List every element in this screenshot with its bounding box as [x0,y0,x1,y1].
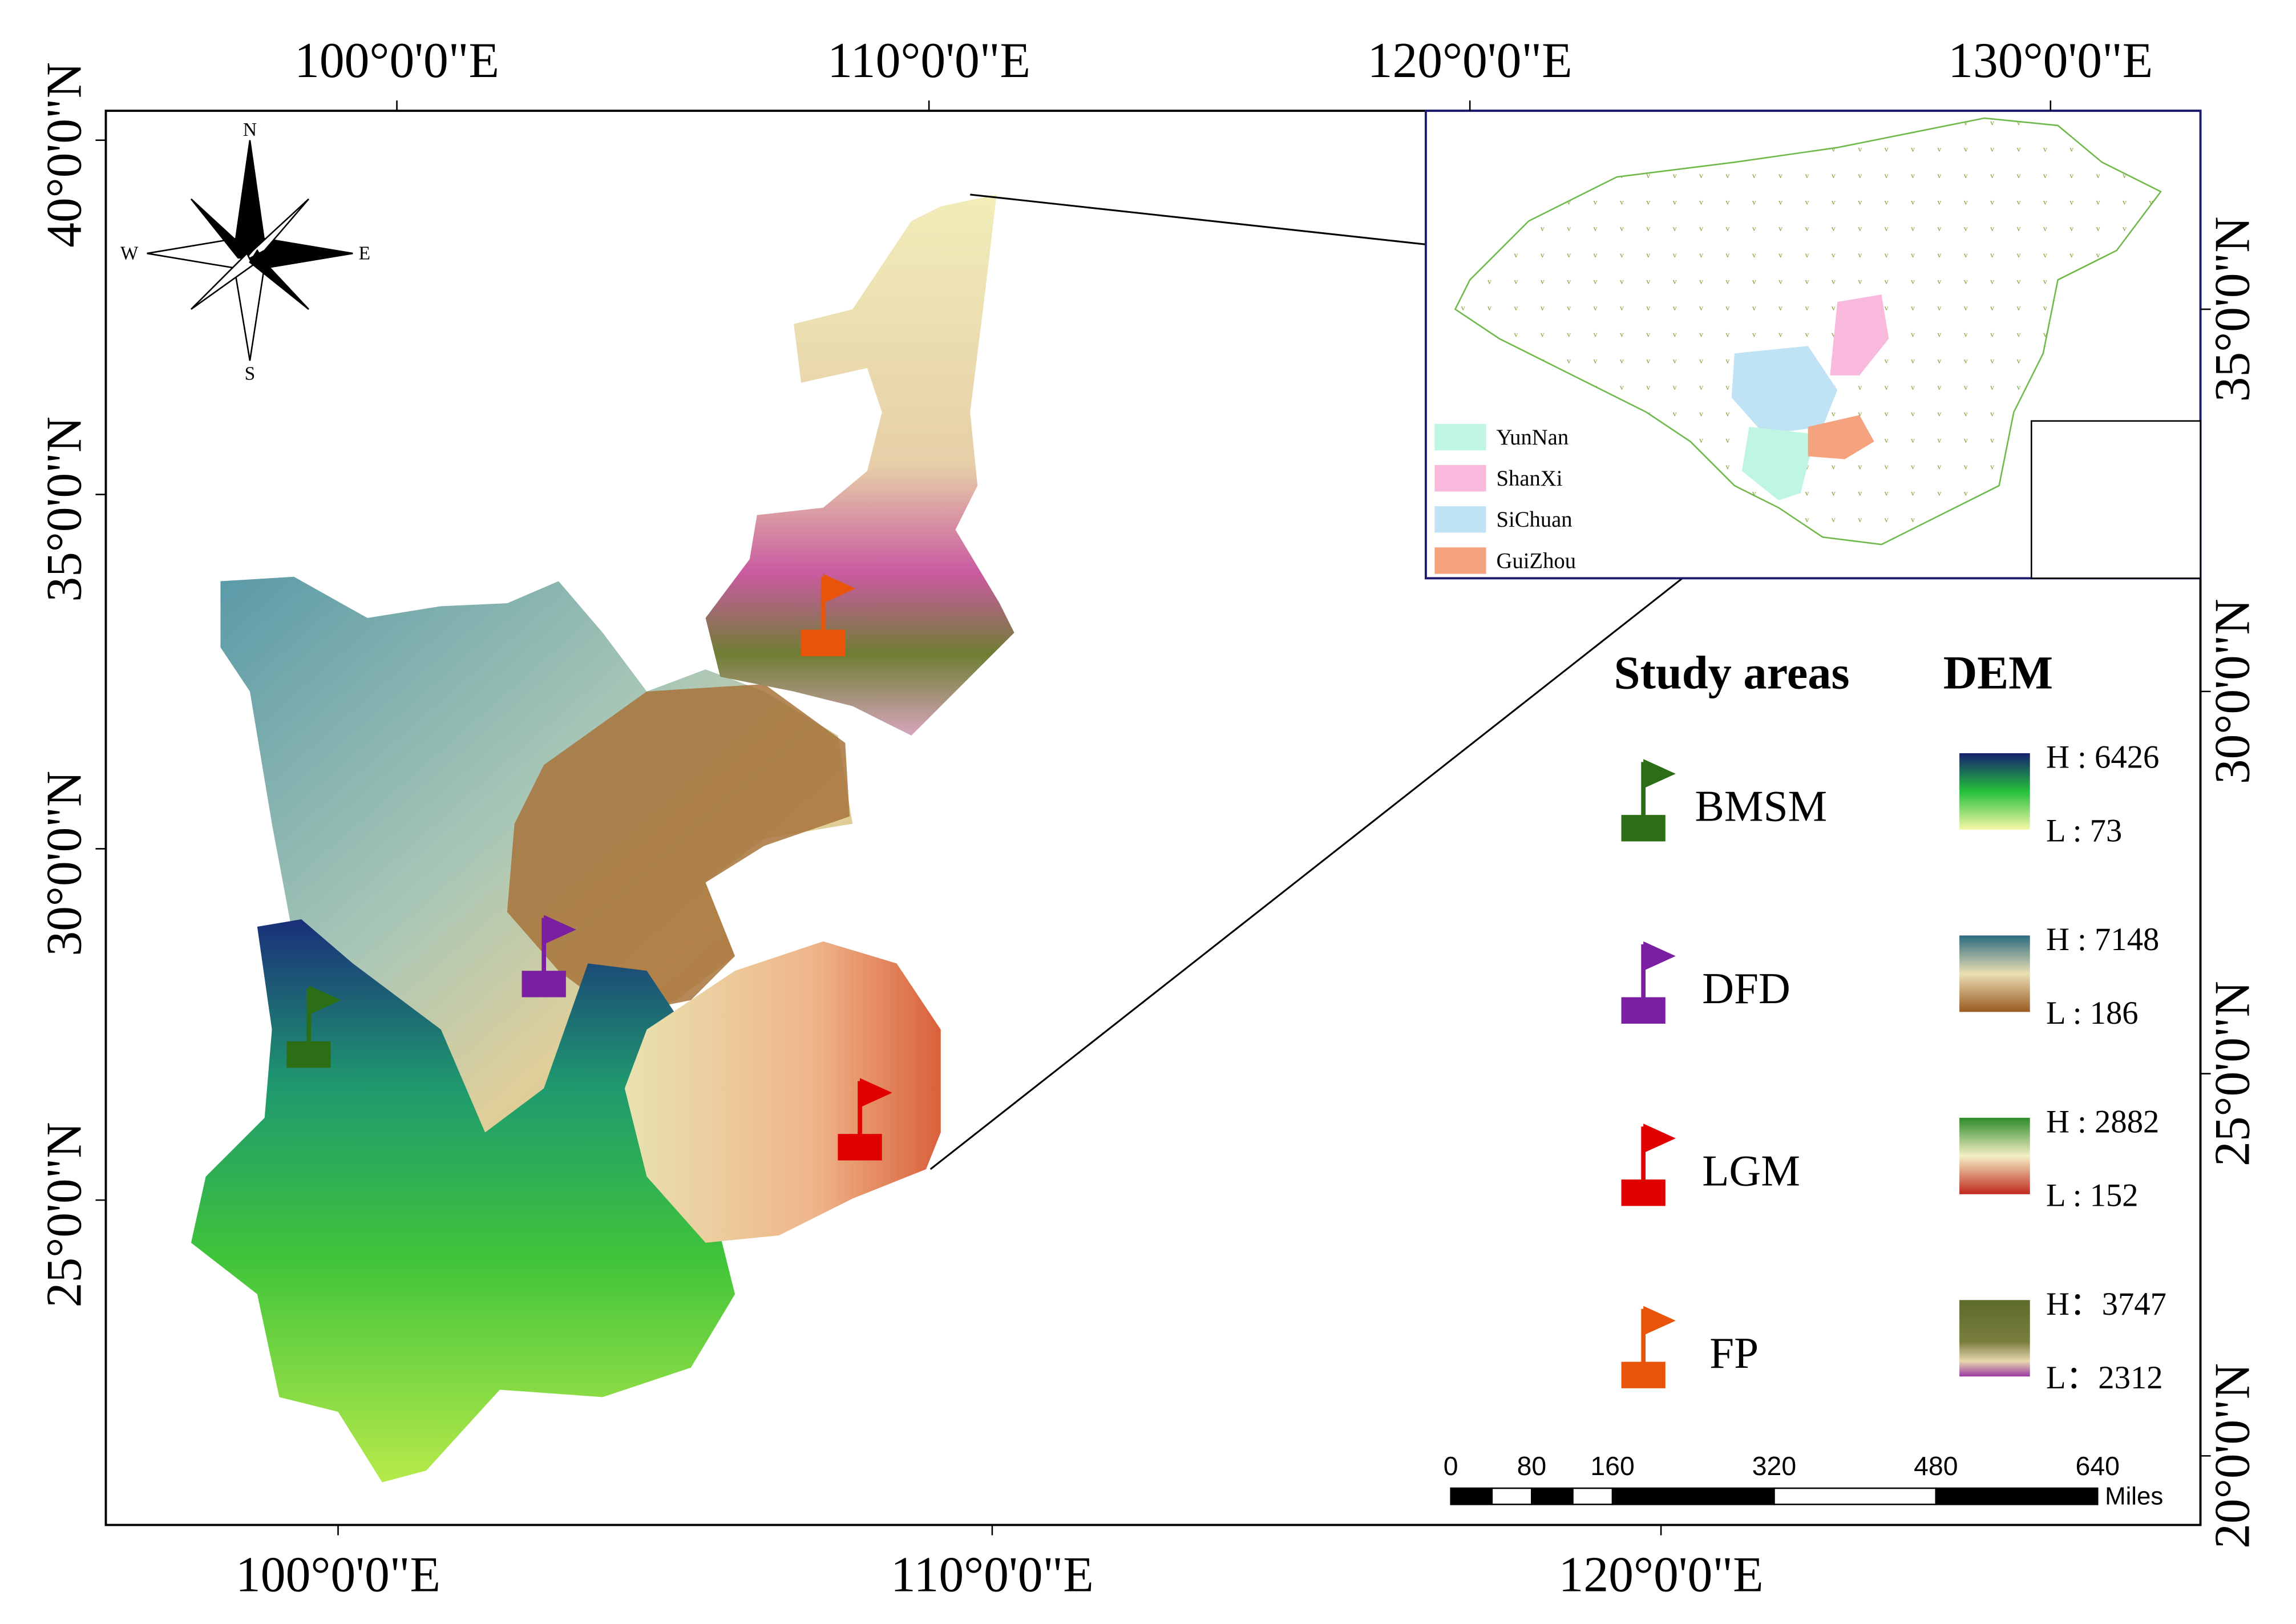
inset-legend-swatch [1434,506,1486,533]
flag-base [286,1041,331,1068]
flag-base [1621,1362,1666,1388]
flag-banner [1643,1124,1676,1153]
flag-banner [1643,1306,1676,1336]
south-sea-inset [2030,420,2201,579]
top-axis-label: 110°0'0"E [827,33,1030,88]
right-axis-label: 30°0'0"N [2205,599,2260,784]
scale-bar-label: 320 [1752,1451,1796,1481]
top-axis-label: 100°0'0"E [294,33,499,88]
scale-bar-segment [1611,1487,1775,1505]
dem-low-label: L : 186 [2046,996,2139,1031]
flag-banner [544,915,576,944]
flag-base [1621,815,1666,842]
right-axis-label: 25°0'0"N [2205,981,2260,1166]
legend-item-name: BMSM [1695,781,1827,830]
inset-legend-label: ShanXi [1497,467,1563,491]
zoom-line [929,499,1782,1170]
china-outline [1454,117,2162,546]
shaanxi-region [705,195,1014,736]
bottom-axis-label: 120°0'0"E [1559,1546,1764,1602]
inset-yunnan [1741,427,1816,500]
inset-legend-swatch [1434,423,1486,451]
flag-base [838,1134,882,1161]
dem-high-label: H：3747 [2046,1287,2166,1322]
scale-bar-label: 640 [2076,1451,2120,1481]
legend-item-name: LGM [1702,1146,1800,1195]
right-axis-label: 20°0'0"N [2205,1363,2260,1549]
chongqing-region [507,684,850,1015]
compass-letter: E [359,243,370,264]
inset-shanxi [1830,294,1889,375]
top-axis-label: 130°0'0"E [1948,33,2153,88]
dem-high-label: H : 2882 [2046,1105,2159,1140]
flag-banner [860,1078,892,1108]
bottom-axis-label: 110°0'0"E [891,1546,1094,1602]
flag-base [801,629,846,656]
guizhou-region [624,941,941,1243]
inset-legend-swatch [1434,547,1486,574]
compass-letter: S [245,363,256,385]
scale-bar-label: 480 [1914,1451,1958,1481]
scale-bar-unit: Miles [2105,1482,2163,1510]
dem-low-label: L : 73 [2046,814,2122,849]
left-axis-label: 35°0'0"N [37,417,92,602]
dem-swatch [1959,1300,2030,1377]
flag-base [1621,997,1666,1024]
top-axis-label: 120°0'0"E [1368,33,1573,88]
scale-bar-label: 160 [1590,1451,1634,1481]
scale-bar-segment [1531,1487,1574,1505]
dem-low-label: L : 152 [2046,1178,2139,1213]
dem-low-label: L：2312 [2046,1360,2163,1396]
scale-bar-label: 0 [1444,1451,1458,1481]
inset-legend-label: YunNan [1497,426,1569,450]
scale-bar-label: 80 [1517,1451,1547,1481]
inset-legend-swatch [1434,465,1486,492]
inset-legend-label: SiChuan [1497,508,1573,532]
compass-rose [147,140,353,361]
dem-high-label: H : 6426 [2046,740,2159,775]
inset-guizhou [1808,415,1874,459]
legend-title: Study areas [1614,647,1850,699]
legend-item-name: FP [1709,1328,1759,1377]
scale-bar-segment [1572,1487,1614,1505]
flag-banner [308,985,341,1015]
compass-letter: W [120,243,139,264]
legend-item-name: DFD [1702,964,1790,1013]
dem-swatch [1959,1117,2030,1194]
flag-base [1621,1179,1666,1206]
flag-banner [823,573,856,604]
flag-banner [1643,941,1676,971]
dem-swatch [1959,753,2030,830]
dem-high-label: H : 7148 [2046,922,2159,958]
bottom-axis-label: 100°0'0"E [236,1546,440,1602]
compass-letter: N [243,119,257,140]
right-axis-label: 35°0'0"N [2205,216,2260,402]
left-axis-label: 30°0'0"N [37,771,92,956]
left-axis-label: 25°0'0"N [37,1122,92,1307]
scale-bar-segment [1491,1487,1533,1505]
flag-banner [1643,759,1676,789]
scale-bar-segment [1450,1487,1493,1505]
dem-swatch [1959,935,2030,1012]
inset-sichuan [1731,346,1838,434]
flag-base [522,971,566,997]
left-axis-label: 40°0'0"N [37,62,92,248]
scale-bar-segment [1935,1487,2099,1505]
inset-legend-label: GuiZhou [1497,549,1576,573]
legend-title: DEM [1943,647,2053,699]
scale-bar-segment [1773,1487,1937,1505]
